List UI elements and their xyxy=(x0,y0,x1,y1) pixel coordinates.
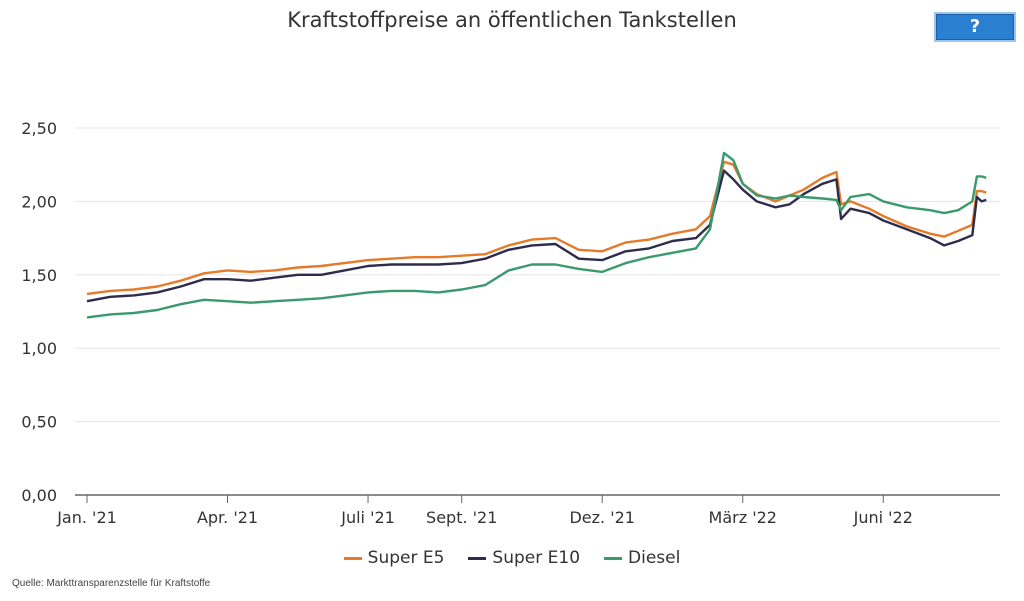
legend-item-super-e5[interactable]: Super E5 xyxy=(343,548,445,568)
y-tick-label: 1,50 xyxy=(21,266,57,285)
x-tick-label: Apr. '21 xyxy=(197,508,258,527)
help-button[interactable]: ? xyxy=(934,12,1016,42)
legend-item-super-e10[interactable]: Super E10 xyxy=(468,548,580,568)
legend-swatch-super-e10 xyxy=(468,556,487,560)
x-tick-label: März '22 xyxy=(709,508,777,527)
axes: 0,00 0,50 1,00 1,50 2,00 2,50 Jan. '21 Apr. '21… xyxy=(21,119,1000,527)
legend-item-diesel[interactable]: Diesel xyxy=(604,548,680,568)
legend: Super E5 Super E10 Diesel xyxy=(0,548,1024,568)
series-line-super-e10 xyxy=(86,169,987,303)
legend-label-super-e5: Super E5 xyxy=(367,548,445,568)
x-tick-label: Juni '22 xyxy=(853,508,913,527)
y-tick-label: 0,00 xyxy=(21,486,57,505)
x-tick-label: Juli '21 xyxy=(340,508,395,527)
series-lines xyxy=(86,151,987,319)
series-line-super-e5 xyxy=(86,160,987,296)
y-tick-label: 2,50 xyxy=(21,119,57,138)
x-tick-label: Dez. '21 xyxy=(569,508,635,527)
legend-swatch-diesel xyxy=(604,556,623,560)
y-tick-label: 0,50 xyxy=(21,413,57,432)
x-tick-label: Jan. '21 xyxy=(56,508,117,527)
y-tick-label: 2,00 xyxy=(21,192,57,211)
legend-swatch-super-e5 xyxy=(343,556,362,560)
y-tick-label: 1,00 xyxy=(21,339,57,358)
chart-title: Kraftstoffpreise an öffentlichen Tankste… xyxy=(287,8,737,32)
legend-label-super-e10: Super E10 xyxy=(492,548,581,568)
x-tick-label: Sept. '21 xyxy=(426,508,497,527)
legend-label-diesel: Diesel xyxy=(628,548,681,568)
series-line-diesel xyxy=(86,151,987,319)
grid xyxy=(75,127,1000,423)
source-note: Quelle: Markttransparenzstelle für Kraft… xyxy=(12,578,211,589)
